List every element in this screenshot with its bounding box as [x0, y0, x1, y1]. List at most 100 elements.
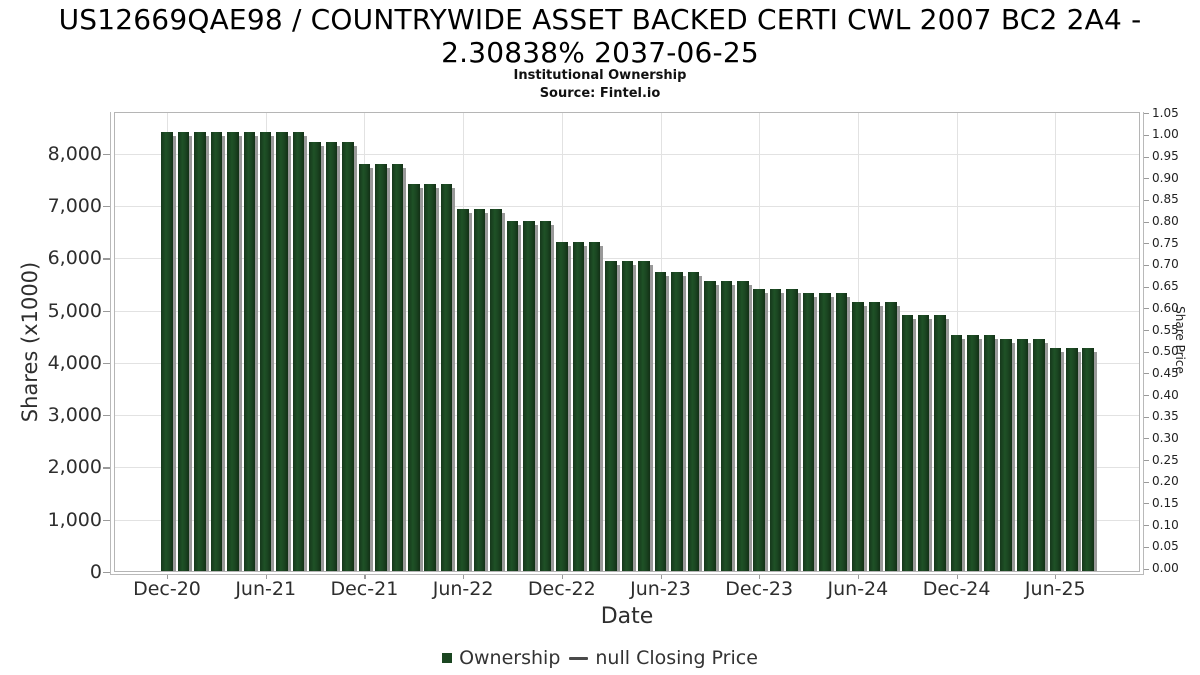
ownership-bar[interactable]	[506, 221, 519, 572]
price-tick-mark	[1143, 503, 1149, 505]
ownership-bar[interactable]	[588, 241, 601, 572]
x-tick-label: Jun-24	[827, 578, 889, 600]
ownership-bar[interactable]	[358, 163, 371, 572]
price-tick-label: 0.35	[1152, 409, 1179, 424]
ownership-bar[interactable]	[572, 241, 584, 572]
x-tick-mark	[956, 574, 958, 579]
ownership-bar[interactable]	[967, 335, 979, 572]
y-tick-mark	[103, 415, 110, 417]
x-tick-mark	[265, 574, 267, 579]
x-tick-label: Jun-22	[432, 578, 494, 600]
ownership-bar[interactable]	[654, 271, 667, 572]
y-tick-mark	[103, 519, 110, 521]
ownership-bar[interactable]	[885, 301, 897, 572]
ownership-bar[interactable]	[769, 288, 782, 572]
price-tick-label: 0.80	[1152, 214, 1179, 229]
ownership-bar[interactable]	[440, 184, 453, 572]
price-tick-mark	[1143, 134, 1149, 136]
chart-title-line1: US12669QAE98 / COUNTRYWIDE ASSET BACKED …	[58, 3, 1142, 36]
ownership-bar[interactable]	[276, 131, 288, 572]
y-tick-mark	[103, 362, 110, 365]
y-tick-mark	[103, 206, 110, 208]
legend-item-label: Ownership	[459, 647, 561, 669]
x-tick-mark	[561, 574, 563, 579]
price-tick-mark	[1143, 264, 1149, 266]
price-tick-label: 0.20	[1152, 474, 1179, 489]
ownership-bar[interactable]	[243, 131, 255, 572]
gridline-horizontal	[114, 153, 1140, 155]
x-tick-mark	[759, 574, 761, 579]
price-tick-label: 0.05	[1152, 539, 1179, 554]
ownership-bar[interactable]	[556, 241, 568, 572]
x-axis-title: Date	[600, 604, 654, 629]
price-tick-mark	[1143, 568, 1149, 570]
ownership-bar[interactable]	[638, 260, 650, 572]
ownership-bar[interactable]	[950, 335, 963, 572]
ownership-bar[interactable]	[819, 293, 831, 572]
price-tick-label: 0.60	[1152, 300, 1179, 315]
y-tick-label: 1,000	[47, 508, 102, 531]
ownership-bar[interactable]	[868, 301, 881, 572]
ownership-bar[interactable]	[1049, 347, 1062, 572]
ownership-bar[interactable]	[786, 288, 798, 572]
y-tick-mark	[103, 572, 110, 574]
ownership-bar[interactable]	[325, 142, 338, 572]
ownership-bar[interactable]	[802, 293, 815, 572]
ownership-bar[interactable]	[1016, 338, 1029, 572]
x-tick-label: Dec-23	[725, 578, 794, 600]
y-tick-label: 4,000	[47, 351, 102, 374]
ownership-bar[interactable]	[917, 315, 930, 572]
ownership-bar[interactable]	[934, 315, 946, 572]
ownership-bar[interactable]	[309, 142, 321, 572]
ownership-bar[interactable]	[473, 208, 486, 572]
ownership-bar[interactable]	[901, 315, 913, 572]
ownership-bar[interactable]	[408, 184, 420, 572]
ownership-bar[interactable]	[1033, 338, 1045, 572]
chart-source-label: Source: Fintel.io	[539, 86, 661, 101]
ownership-bar[interactable]	[457, 208, 469, 572]
ownership-bar[interactable]	[210, 131, 223, 572]
ownership-bar[interactable]	[227, 131, 239, 572]
ownership-bar[interactable]	[1082, 347, 1094, 572]
ownership-bar[interactable]	[737, 281, 749, 572]
ownership-bar[interactable]	[983, 335, 996, 572]
legend: Ownership null Closing Price	[0, 645, 1200, 671]
ownership-bar[interactable]	[687, 271, 700, 572]
ownership-bar[interactable]	[391, 163, 404, 572]
ownership-bar[interactable]	[671, 271, 683, 572]
price-tick-mark	[1143, 221, 1149, 223]
ownership-bar[interactable]	[177, 131, 190, 572]
x-tick-mark	[364, 574, 366, 579]
ownership-bar[interactable]	[605, 260, 617, 572]
ownership-bar[interactable]	[720, 281, 733, 572]
price-tick-mark	[1143, 178, 1149, 180]
gridline-horizontal	[114, 206, 1140, 208]
price-tick-label: 0.00	[1152, 561, 1179, 575]
ownership-bar[interactable]	[1000, 338, 1012, 572]
ownership-bar[interactable]	[259, 131, 272, 572]
ownership-bar[interactable]	[490, 208, 502, 572]
ownership-bar[interactable]	[539, 221, 552, 572]
price-tick-mark	[1143, 460, 1149, 462]
x-tick-mark	[660, 574, 662, 579]
ownership-bar[interactable]	[852, 301, 864, 572]
ownership-bar[interactable]	[523, 221, 535, 572]
ownership-bar[interactable]	[1066, 347, 1078, 572]
ownership-bar[interactable]	[292, 131, 305, 572]
price-tick-mark	[1143, 525, 1149, 527]
x-tick-label: Dec-24	[922, 578, 991, 600]
gridline-vertical	[1055, 112, 1057, 572]
price-tick-mark	[1143, 395, 1149, 397]
ownership-bar[interactable]	[424, 184, 436, 572]
ownership-bar[interactable]	[753, 288, 765, 572]
price-tick-mark	[1143, 416, 1149, 418]
legend-item-price[interactable]: null Closing Price	[569, 647, 758, 669]
ownership-bar[interactable]	[161, 131, 173, 572]
ownership-bar[interactable]	[704, 281, 716, 572]
ownership-bar[interactable]	[375, 163, 387, 572]
legend-item-ownership[interactable]: Ownership	[442, 647, 560, 669]
ownership-bar[interactable]	[835, 293, 848, 572]
ownership-bar[interactable]	[621, 260, 634, 572]
ownership-bar[interactable]	[342, 142, 354, 572]
ownership-bar[interactable]	[194, 131, 206, 572]
